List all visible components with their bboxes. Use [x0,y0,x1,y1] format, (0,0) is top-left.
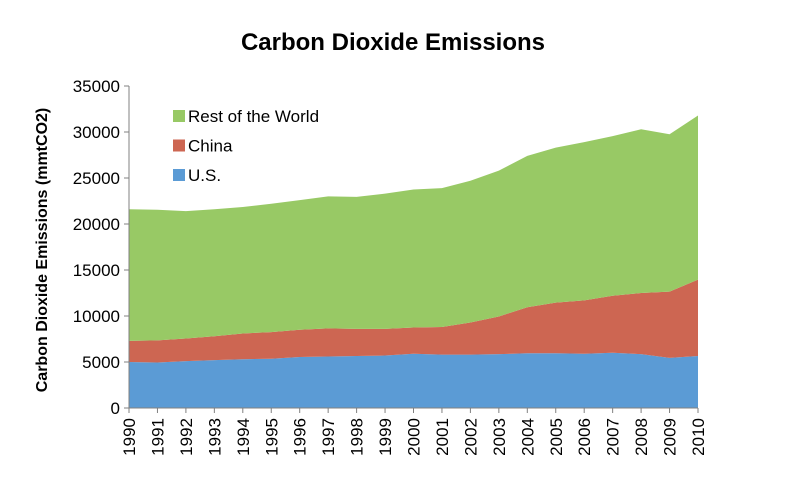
x-tick-label: 2007 [604,418,623,456]
x-ticks: 1990 1991 1992 1993 1994 1995 1996 1997 1998 1999… [120,408,708,456]
x-tick-label: 2002 [461,418,480,456]
legend-swatch [173,110,185,122]
legend-swatch [173,139,185,152]
x-tick-label: 1996 [291,418,310,456]
x-tick-label: 1993 [205,418,224,456]
x-tick-label: 1995 [262,418,281,456]
legend: Rest of the World China U.S. [173,107,319,185]
x-tick-label: 2001 [433,418,452,456]
x-tick-label: 2010 [689,418,708,456]
y-tick-label: 0 [111,399,120,418]
y-tick-label: 5000 [82,353,120,372]
y-tick-label: 35000 [73,77,120,96]
x-tick-label: 2006 [575,418,594,456]
y-tick-label: 30000 [73,123,120,142]
x-tick-label: 2000 [405,418,424,456]
y-tick-label: 20000 [73,215,120,234]
x-tick-label: 1994 [234,418,253,456]
x-tick-label: 1998 [348,418,367,456]
y-axis-label: Carbon Dioxide Emissions (mmtCO2) [34,108,51,393]
area-rest-of-the-world [129,115,698,341]
x-tick-label: 1991 [148,418,167,456]
x-tick-label: 2009 [661,418,680,456]
x-tick-label: 2005 [547,418,566,456]
y-tick-label: 15000 [73,261,120,280]
x-tick-label: 2008 [632,418,651,456]
legend-label: Rest of the World [188,107,319,126]
area-china [129,279,698,363]
chart-title: Carbon Dioxide Emissions [241,29,545,56]
stacked-areas [129,115,698,408]
x-tick-label: 1997 [319,418,338,456]
x-tick-label: 2004 [518,418,537,456]
x-tick-label: 2003 [490,418,509,456]
y-tick-label: 25000 [73,169,120,188]
x-tick-label: 1992 [177,418,196,456]
y-ticks: 0 5000 10000 15000 20000 25000 30000 35000 [73,77,129,418]
x-tick-label: 1999 [376,418,395,456]
legend-label: China [188,137,233,156]
legend-label: U.S. [188,166,221,185]
legend-swatch [173,169,185,181]
x-tick-label: 1990 [120,418,139,456]
area-u-s [129,352,698,408]
y-tick-label: 10000 [73,307,120,326]
